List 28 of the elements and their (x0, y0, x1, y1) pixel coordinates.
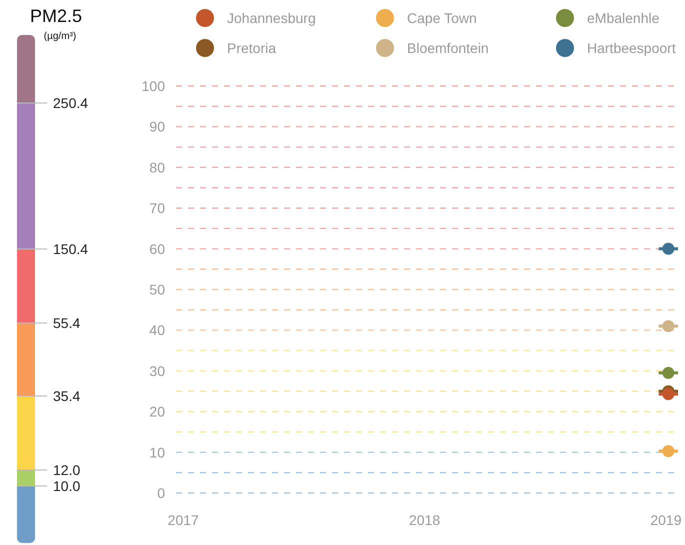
legend-label: Johannesburg (227, 10, 316, 26)
text: 250.4 (53, 95, 88, 111)
text: PM2.5 (30, 6, 82, 26)
text: (µg/m³) (44, 31, 76, 42)
y-tick-label: 90 (149, 118, 166, 135)
text: 35.4 (53, 388, 80, 404)
legend-label: Cape Town (407, 10, 477, 26)
x-tick-label: 2019 (650, 512, 682, 528)
y-tick-label: 100 (142, 78, 166, 94)
y-tick-label: 60 (149, 240, 166, 257)
y-tick-label: 50 (149, 282, 166, 298)
y-tick-label: 20 (149, 404, 166, 420)
legend-label: Hartbeespoort (587, 40, 676, 56)
text: 10.0 (53, 478, 80, 494)
y-tick-label: 80 (149, 159, 166, 176)
legend-label: eMbalenhle (587, 10, 660, 26)
y-tick-label: 10 (149, 444, 166, 460)
y-tick-label: 70 (149, 200, 166, 216)
text: 55.4 (53, 315, 80, 331)
legend-label: Pretoria (227, 40, 276, 56)
text: 150.4 (53, 241, 88, 257)
text: 12.0 (53, 462, 80, 478)
y-tick-label: 0 (157, 485, 166, 501)
y-tick-label: 30 (149, 362, 166, 379)
y-tick-label: 40 (149, 322, 166, 338)
x-tick-label: 2018 (409, 512, 440, 528)
x-tick-label: 2017 (168, 512, 200, 528)
legend-label: Bloemfontein (407, 40, 489, 56)
